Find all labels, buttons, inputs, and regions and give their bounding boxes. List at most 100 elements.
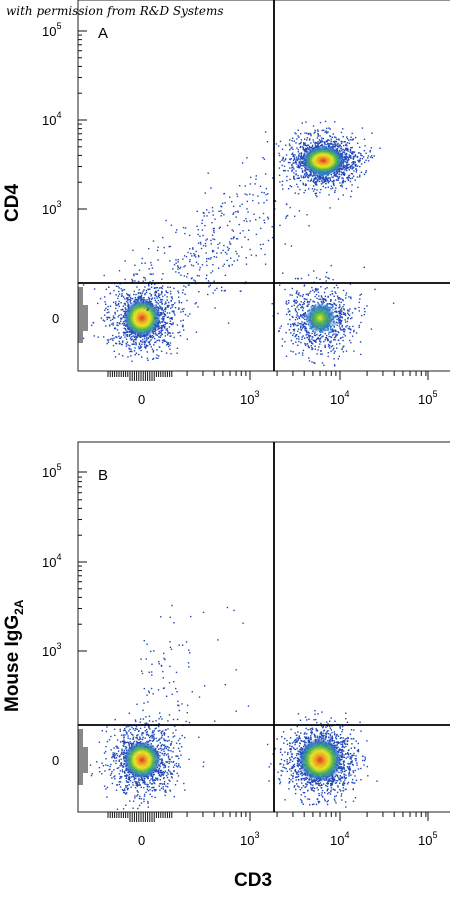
- event-dot: [198, 291, 200, 293]
- event-dot: [236, 195, 239, 198]
- event-dot: [177, 292, 180, 294]
- event-dot: [124, 332, 126, 334]
- y-tick-label: 105: [42, 462, 61, 480]
- event-dot: [341, 317, 343, 319]
- event-dot: [311, 188, 314, 190]
- event-dot: [324, 131, 326, 133]
- event-dot: [339, 312, 342, 315]
- event-dot: [322, 185, 324, 188]
- event-dot: [314, 142, 316, 145]
- event-dot: [157, 246, 159, 248]
- event-dot: [325, 182, 327, 185]
- y-tick-label: 104: [42, 552, 61, 570]
- event-dot: [341, 329, 343, 331]
- event-dot: [133, 343, 135, 345]
- event-dot: [350, 342, 352, 344]
- event-dot: [304, 144, 306, 146]
- x-tick-label: 103: [240, 830, 259, 848]
- event-dot: [339, 323, 341, 325]
- event-dot: [166, 740, 169, 742]
- event-dot: [321, 139, 323, 141]
- event-dot: [172, 304, 174, 306]
- event-dot: [170, 743, 172, 745]
- event-dot: [120, 777, 122, 779]
- event-dot: [160, 782, 162, 785]
- event-dot: [163, 340, 165, 342]
- event-dot: [166, 312, 169, 314]
- event-dot: [282, 158, 284, 160]
- event-dot: [347, 178, 349, 180]
- event-dot: [111, 323, 113, 325]
- event-dot: [332, 187, 334, 189]
- event-dot: [329, 135, 332, 138]
- event-dot: [91, 324, 93, 327]
- event-dot: [359, 146, 361, 148]
- event-dot: [132, 335, 134, 337]
- event-dot: [249, 193, 251, 195]
- event-dot: [118, 303, 120, 305]
- event-dot: [192, 265, 195, 267]
- event-dot: [328, 335, 330, 338]
- event-dot: [343, 330, 345, 332]
- event-dot: [125, 777, 127, 779]
- event-dot: [139, 347, 141, 349]
- event-dot: [138, 348, 140, 350]
- event-dot: [293, 158, 295, 160]
- event-dot: [339, 322, 342, 324]
- event-dot: [331, 330, 334, 333]
- event-dot: [314, 332, 316, 335]
- event-dot: [93, 288, 96, 290]
- event-dot: [124, 302, 126, 305]
- event-dot: [259, 243, 262, 246]
- event-dot: [130, 786, 132, 788]
- event-dot: [345, 326, 347, 328]
- event-dot: [116, 808, 119, 810]
- event-dot: [170, 293, 172, 295]
- event-dot: [114, 356, 117, 358]
- event-dot: [138, 779, 140, 782]
- event-dot: [160, 301, 163, 303]
- event-dot: [123, 289, 126, 291]
- event-dot: [296, 334, 298, 336]
- event-dot: [303, 174, 306, 176]
- event-dot: [169, 348, 171, 350]
- event-dot: [355, 171, 357, 173]
- event-dot: [109, 317, 111, 319]
- event-dot: [163, 316, 165, 318]
- event-dot: [165, 290, 167, 292]
- event-dot: [347, 159, 349, 161]
- event-dot: [164, 789, 167, 791]
- event-dot: [298, 338, 300, 340]
- event-dot: [119, 777, 121, 780]
- event-dot: [347, 309, 349, 311]
- event-dot: [338, 318, 340, 321]
- event-dot: [144, 342, 146, 344]
- event-dot: [168, 304, 170, 307]
- event-dot: [332, 328, 334, 330]
- event-dot: [303, 314, 305, 316]
- event-dot: [128, 744, 130, 747]
- event-dot: [347, 313, 350, 316]
- event-dot: [101, 762, 103, 764]
- event-dot: [338, 146, 340, 148]
- event-dot: [163, 246, 165, 249]
- event-dot: [170, 761, 172, 763]
- event-dot: [111, 770, 113, 773]
- event-dot: [153, 344, 155, 346]
- event-dot: [154, 728, 156, 730]
- event-dot: [349, 317, 352, 320]
- event-dot: [304, 173, 306, 175]
- event-dot: [325, 140, 328, 142]
- event-dot: [335, 321, 338, 324]
- event-dot: [299, 145, 302, 148]
- event-dot: [162, 236, 164, 239]
- event-dot: [300, 133, 302, 135]
- event-dot: [335, 187, 337, 189]
- event-dot: [150, 783, 153, 785]
- event-dot: [111, 782, 114, 785]
- event-dot: [289, 167, 291, 169]
- event-dot: [297, 149, 299, 151]
- event-dot: [169, 322, 171, 325]
- event-dot: [291, 294, 293, 296]
- event-dot: [167, 291, 169, 294]
